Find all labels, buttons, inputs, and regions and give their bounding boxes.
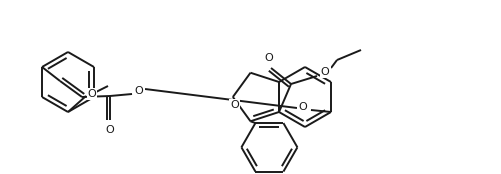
- Text: O: O: [298, 102, 307, 112]
- Text: O: O: [105, 125, 114, 135]
- Text: O: O: [264, 53, 273, 63]
- Text: O: O: [88, 89, 96, 99]
- Text: O: O: [230, 100, 239, 110]
- Text: O: O: [134, 86, 143, 96]
- Text: O: O: [320, 67, 329, 77]
